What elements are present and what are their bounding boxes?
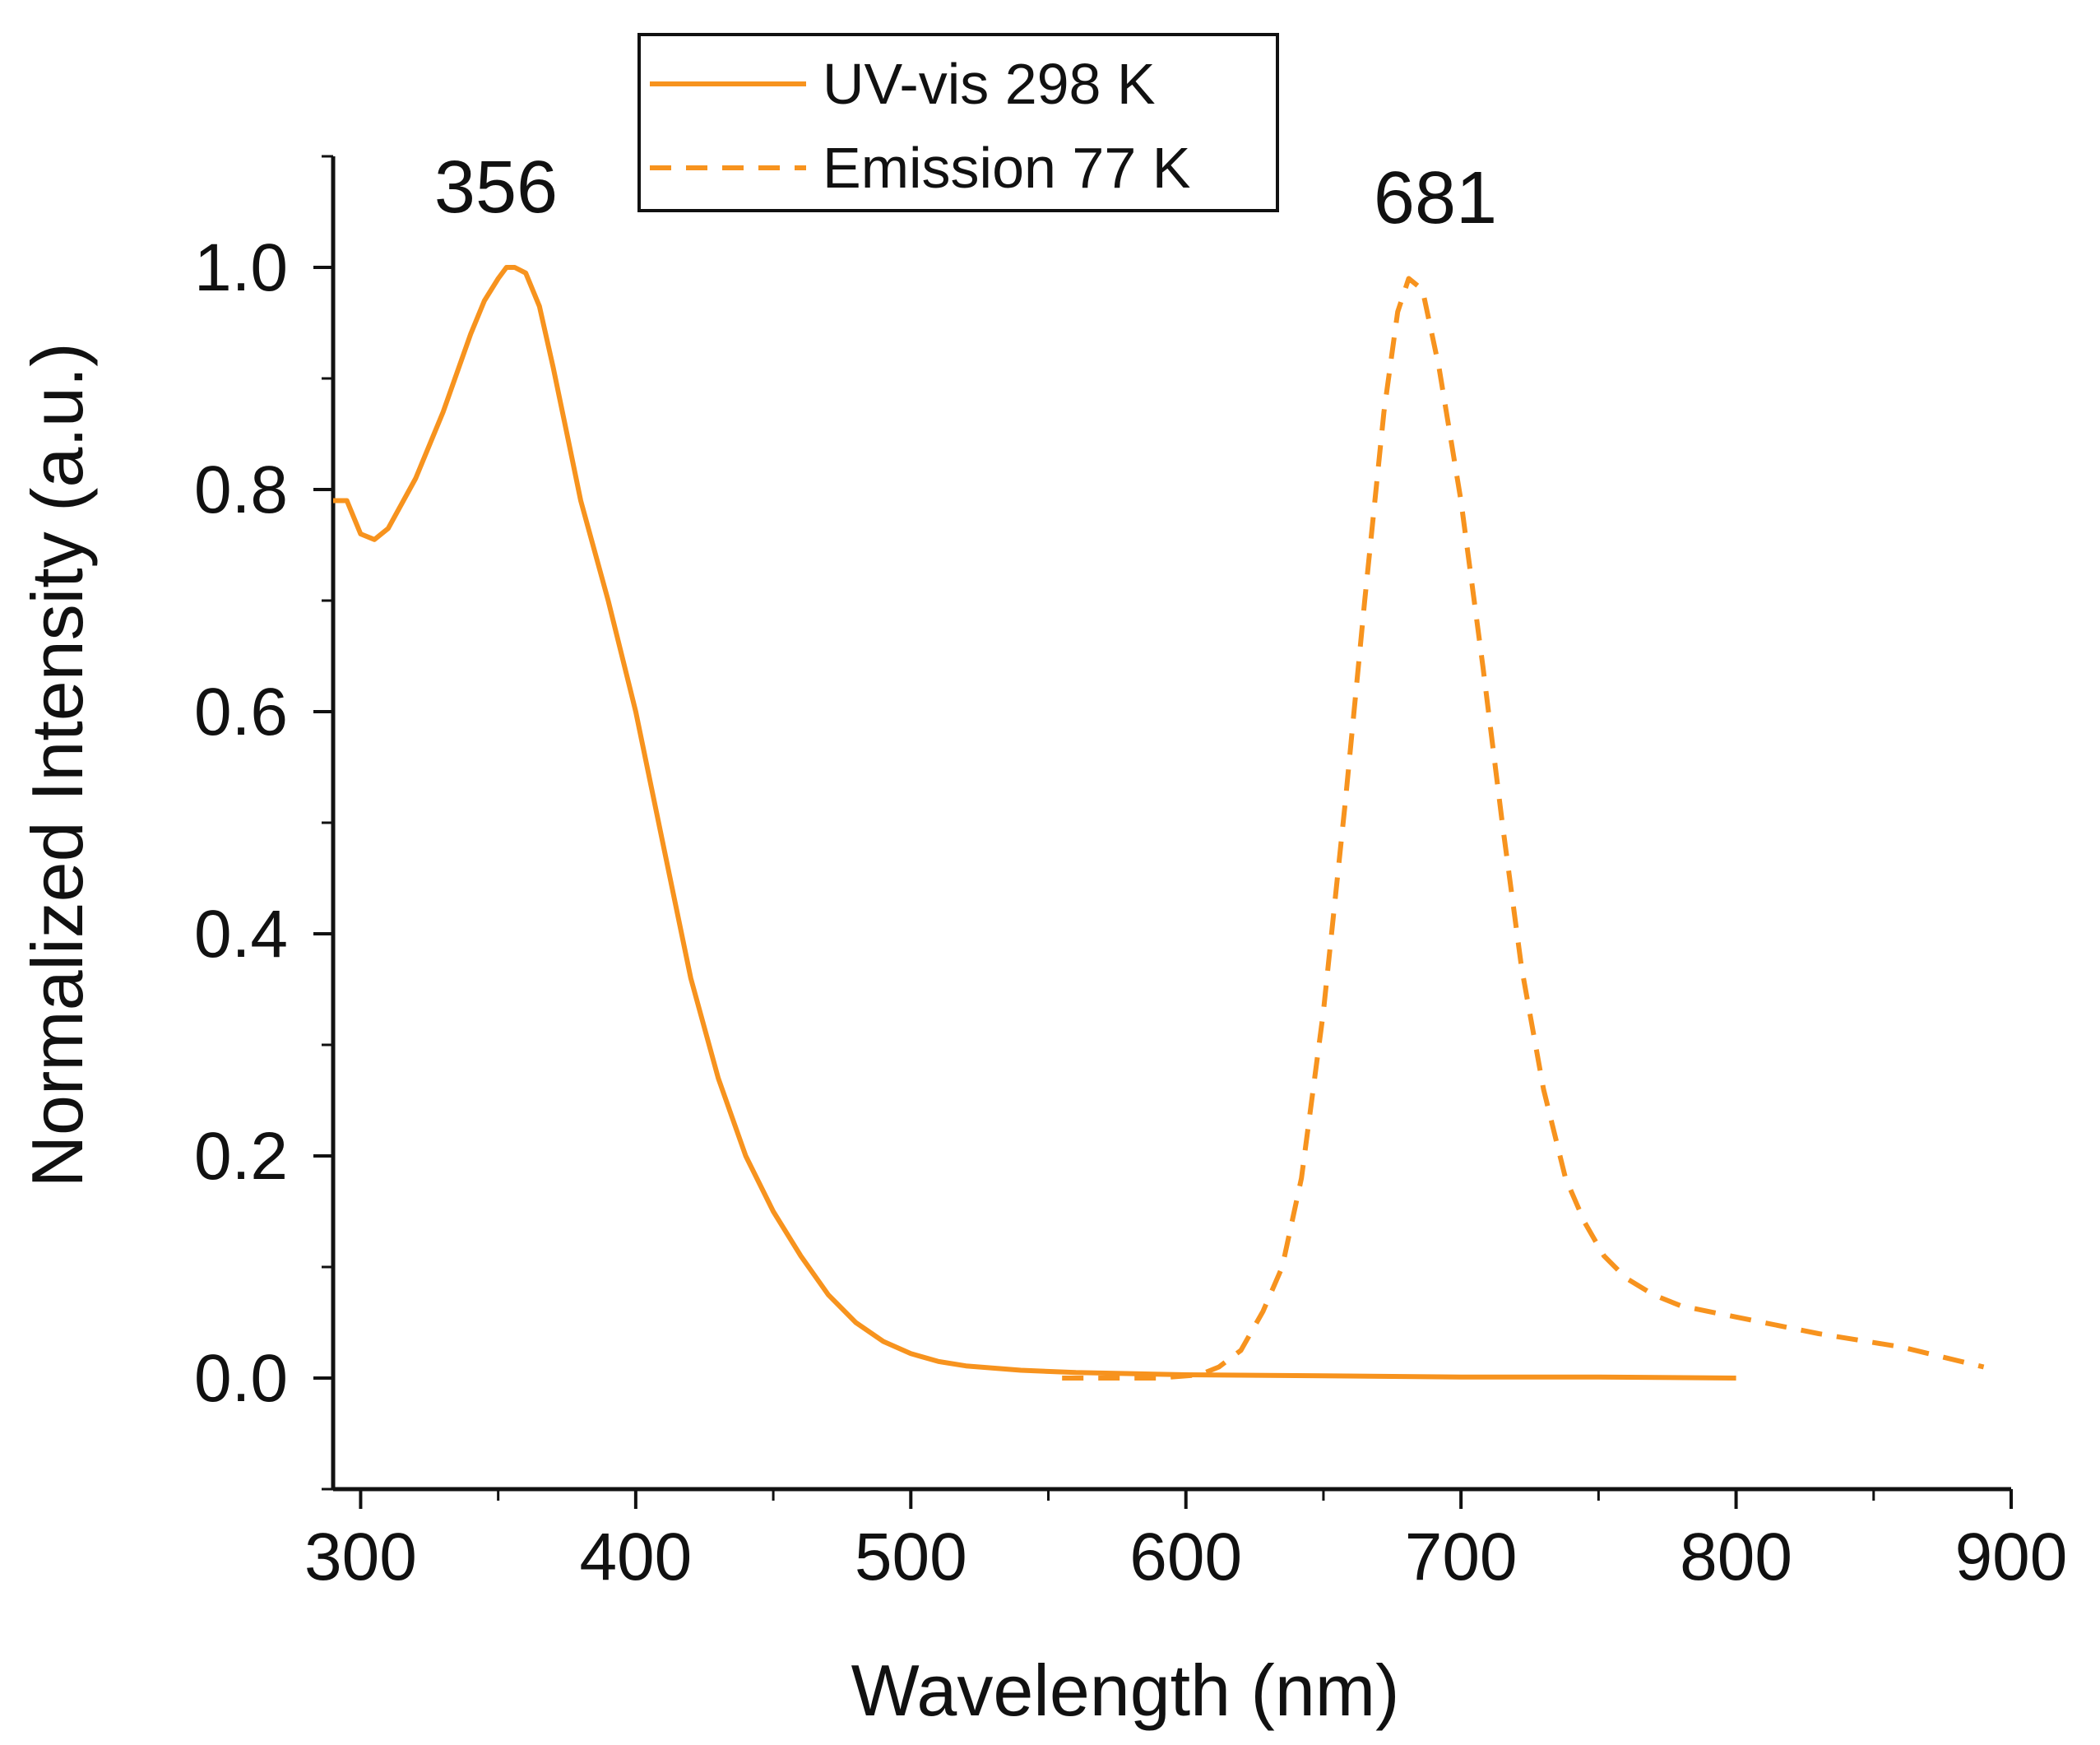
series-line-emission [1062, 276, 1985, 1381]
legend-label-emission: Emission 77 K [823, 136, 1190, 200]
y-tick-label-0.6: 0.6 [194, 675, 288, 750]
x-tick-label-600: 600 [1129, 1520, 1242, 1594]
ticks [313, 155, 2013, 1509]
legend: UV-vis 298 K Emission 77 K [637, 33, 1279, 212]
y-tick-label-0.2: 0.2 [194, 1119, 288, 1194]
x-tick-label-500: 500 [855, 1520, 967, 1594]
x-tick-label-900: 900 [1955, 1520, 2068, 1594]
x-tick-label-400: 400 [579, 1520, 692, 1594]
y-tick-label-0.4: 0.4 [194, 897, 288, 972]
x-tick-label-300: 300 [304, 1520, 417, 1594]
y-tick-label-0: 0.0 [194, 1341, 288, 1416]
tick-labels: 300 400 500 600 700 800 900 0.0 0.2 0.4 0.6 0.8 1.0 [194, 230, 2067, 1594]
x-axis-title: Wavelength (nm) [851, 1650, 1400, 1731]
y-axis-title: Normalized Intensity (a.u.) [16, 342, 98, 1187]
x-tick-label-700: 700 [1405, 1520, 1518, 1594]
peak-label-356: 356 [434, 146, 558, 229]
series-line-uv-vis [333, 265, 1736, 1381]
y-tick-label-1: 1.0 [194, 230, 288, 305]
axes [331, 156, 2011, 1492]
legend-box [637, 33, 1279, 212]
y-tick-label-0.8: 0.8 [194, 452, 288, 527]
peak-label-681: 681 [1374, 157, 1497, 239]
legend-label-uvvis: UV-vis 298 K [823, 52, 1156, 116]
x-tick-label-800: 800 [1680, 1520, 1792, 1594]
series-lines [333, 265, 1985, 1381]
